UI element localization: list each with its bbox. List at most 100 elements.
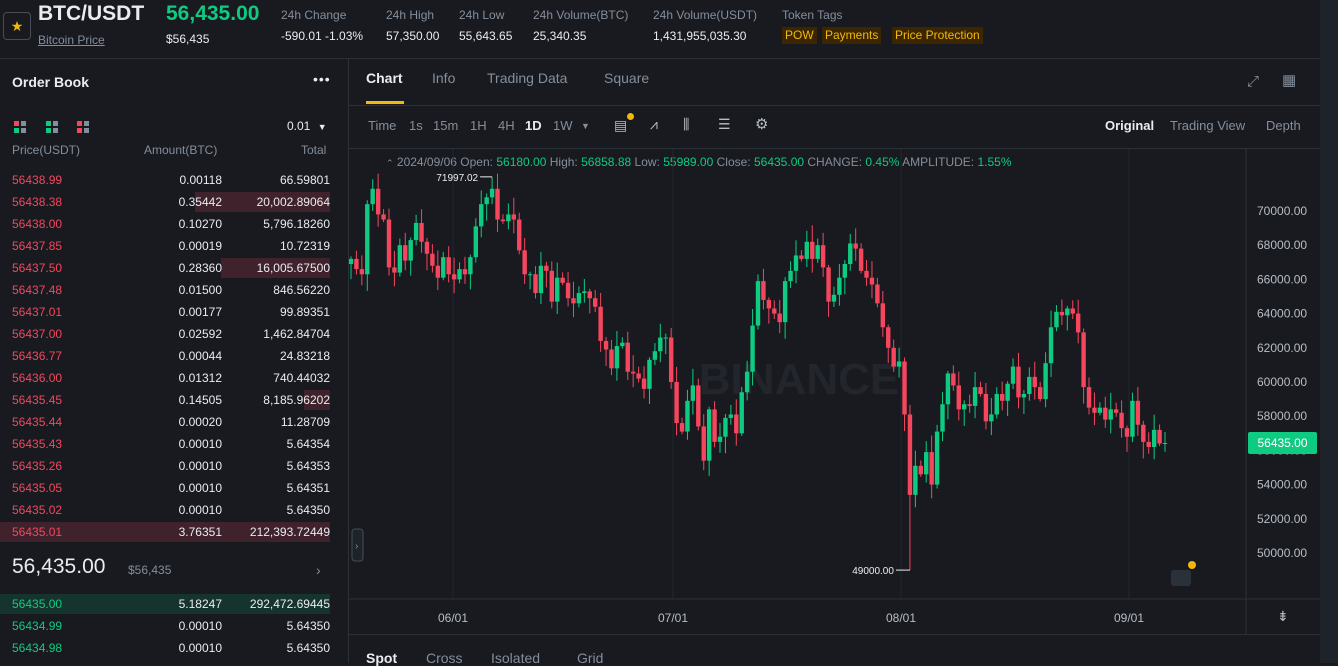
ask-row[interactable]: 56437.85 0.00019 10.72319 (0, 235, 330, 257)
tag-pow[interactable]: POW (782, 27, 817, 44)
min-price-label: 49000.00 (852, 566, 894, 577)
candle-body (962, 404, 967, 410)
interval-15m[interactable]: 15m (433, 118, 459, 133)
candle-body (549, 270, 554, 302)
interval-4h[interactable]: 4H (498, 118, 515, 133)
ask-row[interactable]: 56438.38 0.35442 20,002.89064 (0, 191, 330, 213)
candle-body (793, 255, 799, 271)
row-total: 16,005.67500 (256, 261, 330, 275)
ask-row[interactable]: 56437.01 0.00177 99.89351 (0, 301, 330, 323)
candle-body (630, 371, 636, 374)
calendar-icon[interactable]: ▤ (614, 117, 628, 133)
expand-panel-handle[interactable] (351, 528, 364, 562)
candle-body (397, 245, 403, 273)
fullscreen-icon[interactable]: ⤢ (1247, 73, 1260, 90)
book-both-icon[interactable] (14, 121, 26, 133)
ask-row[interactable]: 56437.00 0.02592 1,462.84704 (0, 323, 330, 345)
bid-row[interactable]: 56435.00 5.18247 292,472.69445 (0, 593, 330, 615)
candle-body (1092, 407, 1097, 413)
more-options-icon[interactable]: ••• (313, 71, 331, 87)
y-tick-label: 64000.00 (1257, 307, 1307, 321)
interval-1w[interactable]: 1W (553, 118, 573, 133)
ask-row[interactable]: 56435.44 0.00020 11.28709 (0, 411, 330, 433)
notice-icon[interactable] (1171, 570, 1191, 586)
indicator-icon[interactable]: ⩘ (650, 116, 658, 132)
last-price-badge-label: 56435.00 (1257, 436, 1307, 450)
row-amount: 0.00118 (179, 173, 223, 187)
ask-row[interactable]: 56438.99 0.00118 66.59801 (0, 169, 330, 191)
ask-row[interactable]: 56435.05 0.00010 5.64351 (0, 477, 330, 499)
ask-row[interactable]: 56436.00 0.01312 740.44032 (0, 367, 330, 389)
tag-payments[interactable]: Payments (822, 27, 882, 44)
axis-fit-icon[interactable]: ⇟ (1277, 608, 1289, 624)
row-amount: 0.01312 (178, 371, 222, 385)
book-asks-icon[interactable] (77, 121, 89, 133)
filter-icon[interactable]: ☰ (718, 116, 731, 132)
interval-1d[interactable]: 1D (525, 118, 542, 133)
candle-body (1059, 311, 1065, 316)
row-amount: 3.76351 (178, 525, 222, 539)
candle-body (435, 265, 441, 278)
candle-body (853, 243, 858, 249)
stat-value: 55,643.65 (459, 29, 513, 43)
candle-body (603, 340, 609, 350)
candle-body (495, 188, 500, 220)
row-amount: 0.28360 (178, 261, 222, 275)
view-trading-view[interactable]: Trading View (1170, 118, 1246, 133)
tab-chart[interactable]: Chart (366, 70, 403, 86)
precision-select[interactable]: 0.01 ▼ (287, 119, 327, 133)
tab-cross[interactable]: Cross (426, 650, 463, 666)
tab-info[interactable]: Info (432, 70, 456, 86)
pair-symbol[interactable]: BTC/USDT (38, 2, 145, 25)
ask-row[interactable]: 56437.48 0.01500 846.56220 (0, 279, 330, 301)
candles-icon[interactable]: ⫼ (683, 116, 690, 132)
favorite-star-icon[interactable]: ★ (3, 12, 31, 40)
candle-body (381, 214, 386, 220)
view-depth[interactable]: Depth (1266, 118, 1301, 133)
row-price: 56434.99 (12, 619, 63, 633)
active-tab-underline (366, 101, 404, 104)
tab-spot[interactable]: Spot (366, 650, 398, 666)
interval-1h[interactable]: 1H (470, 118, 487, 133)
candle-body (744, 371, 750, 393)
tab-isolated[interactable]: Isolated (491, 650, 541, 666)
candle-body (620, 342, 625, 347)
book-bids-icon[interactable] (46, 121, 58, 133)
collapse-icon[interactable]: ⌃ (386, 158, 394, 168)
ask-row[interactable]: 56436.77 0.00044 24.83218 (0, 345, 330, 367)
interval-1s[interactable]: 1s (409, 118, 423, 133)
row-price: 56437.01 (12, 305, 63, 319)
ask-row[interactable]: 56435.43 0.00010 5.64354 (0, 433, 330, 455)
candle-body (625, 342, 630, 372)
interval-time[interactable]: Time (368, 118, 397, 133)
pair-info-link[interactable]: Bitcoin Price (38, 33, 105, 47)
chevron-down-icon[interactable]: ▼ (581, 121, 590, 131)
ask-row[interactable]: 56438.00 0.10270 5,796.18260 (0, 213, 330, 235)
candle-body (598, 306, 603, 341)
ask-row[interactable]: 56435.26 0.00010 5.64353 (0, 455, 330, 477)
ask-row[interactable]: 56435.45 0.14505 8,185.96202 (0, 389, 330, 411)
candle-body (945, 373, 951, 405)
tag-price-protection[interactable]: Price Protection (892, 27, 983, 44)
ask-row[interactable]: 56437.50 0.28360 16,005.67500 (0, 257, 330, 279)
tab-grid[interactable]: Grid (577, 650, 604, 666)
view-original[interactable]: Original (1105, 118, 1155, 133)
y-tick-label: 68000.00 (1257, 238, 1307, 252)
row-total: 66.59801 (279, 173, 330, 187)
high-value: 56858.88 (581, 155, 632, 169)
candle-body (593, 298, 598, 307)
bid-row[interactable]: 56434.99 0.00010 5.64350 (0, 615, 330, 637)
ask-row[interactable]: 56435.02 0.00010 5.64350 (0, 499, 330, 521)
tab-square[interactable]: Square (604, 70, 650, 86)
bid-row[interactable]: 56434.98 0.00010 5.64350 (0, 637, 330, 659)
tab-trading-data[interactable]: Trading Data (487, 70, 568, 86)
settings-icon[interactable]: ⚙ (755, 116, 769, 133)
ask-row[interactable]: 56435.01 3.76351 212,393.72449 (0, 521, 330, 543)
candle-body (712, 409, 717, 442)
chevron-right-icon[interactable]: › (316, 562, 321, 578)
layout-icon[interactable]: ▦ (1282, 72, 1297, 89)
price-chart[interactable]: BINANCE 70000.00 68000.00 66000.00 64000.00 6… (349, 149, 1320, 634)
row-price: 56437.00 (12, 327, 63, 341)
candle-body (1124, 428, 1130, 437)
candle-body (831, 294, 837, 302)
